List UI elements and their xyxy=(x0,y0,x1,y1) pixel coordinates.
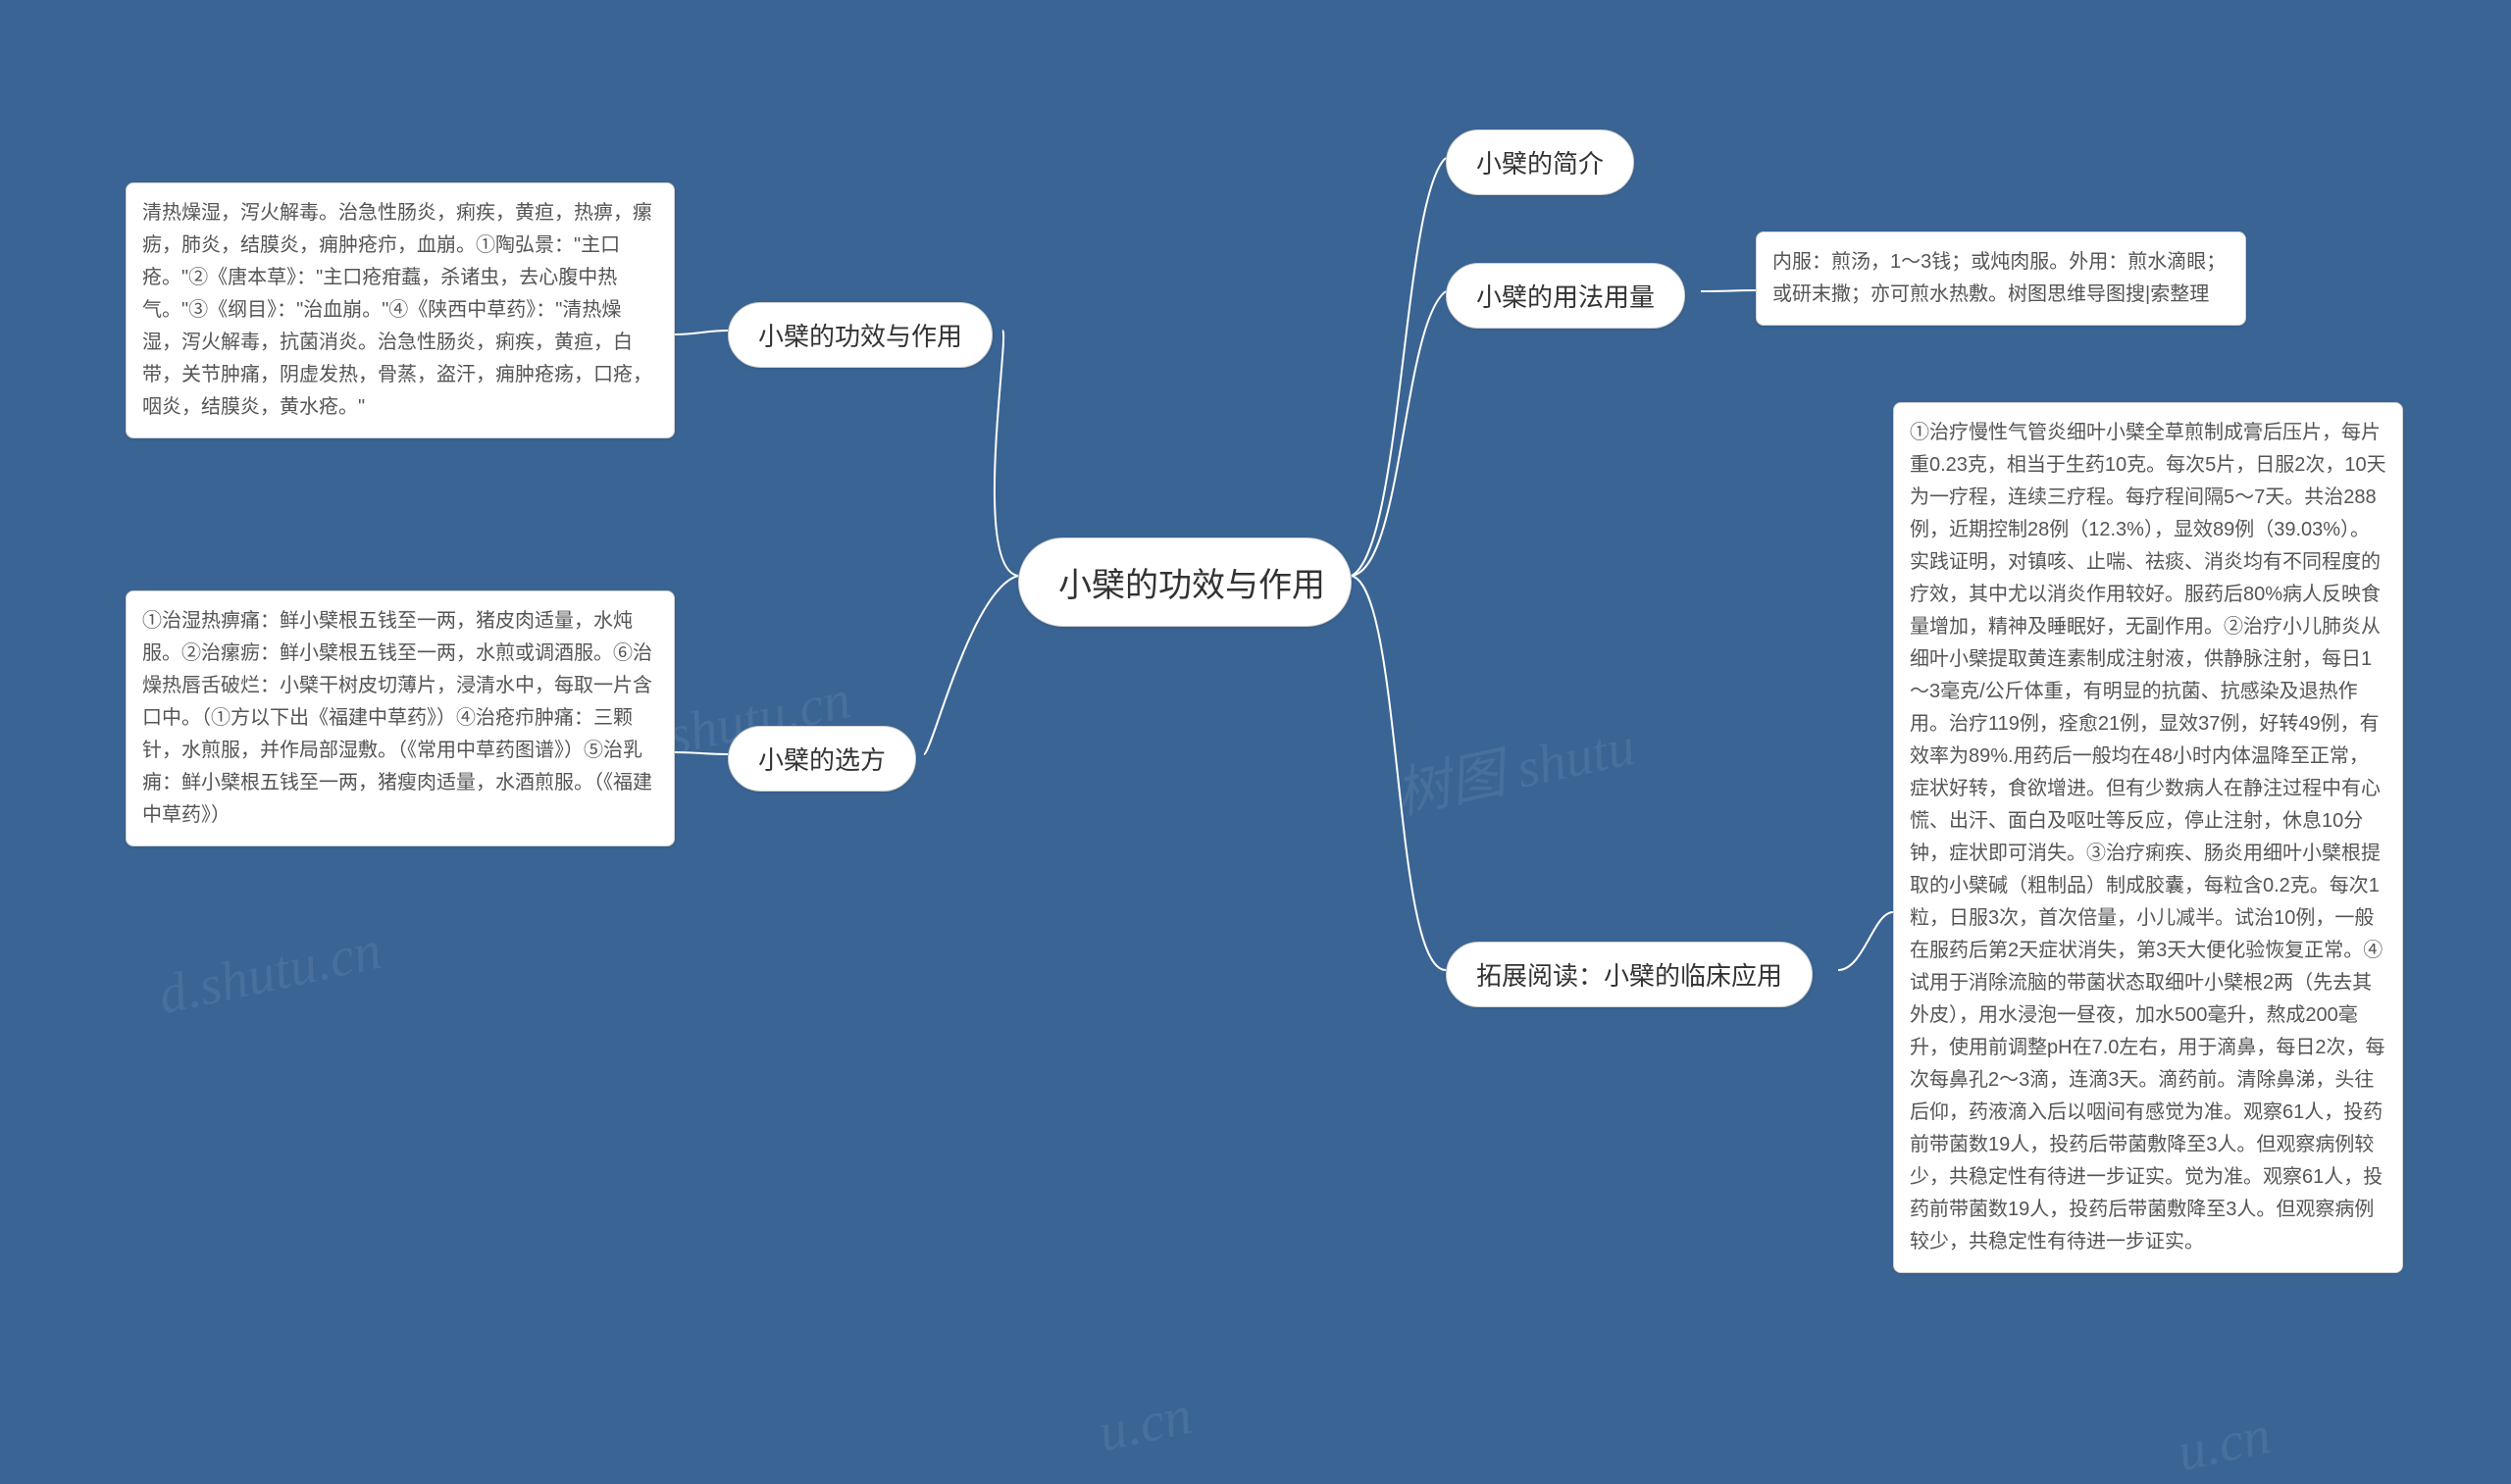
edge xyxy=(995,331,1018,576)
edge xyxy=(1701,290,1756,291)
watermark: u.cn xyxy=(1093,1384,1197,1464)
edge xyxy=(924,576,1018,754)
edge xyxy=(1838,912,1893,970)
branch-recipe[interactable]: 小檗的选方 xyxy=(728,726,916,792)
branch-usage[interactable]: 小檗的用法用量 xyxy=(1446,263,1685,329)
detail-clinical: ①治疗慢性气管炎细叶小檗全草煎制成膏后压片，每片重0.23克，相当于生药10克。… xyxy=(1893,402,2403,1273)
watermark: 树图 shutu xyxy=(1387,701,1641,830)
watermark: u.cn xyxy=(2172,1404,2276,1484)
center-node[interactable]: 小檗的功效与作用 xyxy=(1018,537,1352,627)
detail-usage: 内服：煎汤，1～3钱；或炖肉服。外用：煎水滴眼；或研末撒；亦可煎水热敷。树图思维… xyxy=(1756,231,2246,326)
branch-intro[interactable]: 小檗的简介 xyxy=(1446,129,1634,195)
branch-effects[interactable]: 小檗的功效与作用 xyxy=(728,302,993,368)
mindmap-canvas: d.shutu.cn shutu.cn 树图 shutu u.cn u.cn u… xyxy=(0,0,2511,1469)
detail-recipe: ①治湿热痹痛：鲜小檗根五钱至一两，猪皮肉适量，水炖服。②治瘰疬：鲜小檗根五钱至一… xyxy=(126,590,675,846)
edge xyxy=(675,331,728,334)
watermark: d.shutu.cn xyxy=(153,919,386,1027)
edge xyxy=(675,752,728,754)
edge xyxy=(1352,158,1446,576)
branch-clinical[interactable]: 拓展阅读：小檗的临床应用 xyxy=(1446,942,1813,1007)
detail-effects: 清热燥湿，泻火解毒。治急性肠炎，痢疾，黄疸，热痹，瘰疬，肺炎，结膜炎，痈肿疮疖，… xyxy=(126,182,675,438)
edge xyxy=(1352,576,1446,970)
edge xyxy=(1352,291,1446,576)
